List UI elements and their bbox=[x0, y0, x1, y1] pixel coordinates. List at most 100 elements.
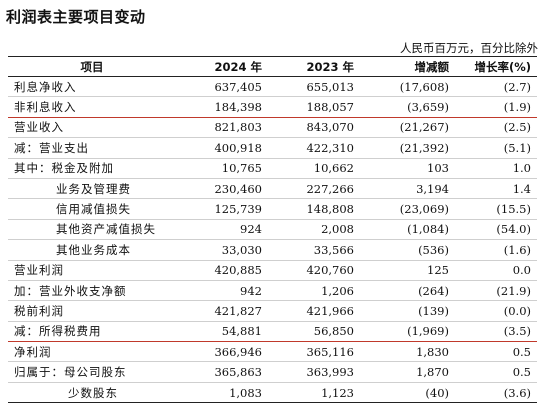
cell-2024: 942 bbox=[176, 280, 268, 302]
table-row: 加：营业外收支净额 942 1,206 (264) (21.9) bbox=[8, 280, 537, 302]
cell-growth: 1.4 bbox=[455, 178, 537, 200]
cell-2023: 2,008 bbox=[268, 219, 360, 241]
cell-2024: 637,405 bbox=[176, 76, 268, 98]
table-row: 其中：税金及附加 10,765 10,662 103 1.0 bbox=[8, 158, 537, 179]
table-row: 非利息收入 184,398 188,057 (3,659) (1.9) bbox=[8, 96, 537, 118]
cell-2023: 188,057 bbox=[268, 96, 360, 118]
table-row: 营业利润 420,885 420,760 125 0.0 bbox=[8, 260, 537, 281]
cell-change: (21,392) bbox=[360, 137, 455, 159]
cell-growth: 0.5 bbox=[455, 341, 537, 363]
cell-2024: 230,460 bbox=[176, 178, 268, 200]
cell-2023: 33,566 bbox=[268, 239, 360, 261]
cell-change: (536) bbox=[360, 239, 455, 261]
row-label: 其中：税金及附加 bbox=[8, 158, 176, 179]
cell-growth: (54.0) bbox=[455, 219, 537, 241]
row-label: 税前利润 bbox=[8, 300, 176, 322]
cell-growth: 0.0 bbox=[455, 260, 537, 281]
cell-2024: 421,827 bbox=[176, 300, 268, 322]
cell-2023: 655,013 bbox=[268, 76, 360, 98]
cell-change: 1,830 bbox=[360, 341, 455, 363]
col-header-growth: 增长率(%) bbox=[455, 56, 537, 77]
row-label: 营业利润 bbox=[8, 260, 176, 281]
cell-growth: (3.5) bbox=[455, 321, 537, 343]
cell-growth: (0.0) bbox=[455, 300, 537, 322]
cell-growth: (21.9) bbox=[455, 280, 537, 302]
table-row: 其他资产减值损失 924 2,008 (1,084) (54.0) bbox=[8, 219, 537, 241]
table-row: 减：营业支出 400,918 422,310 (21,392) (5.1) bbox=[8, 137, 537, 159]
cell-2024: 400,918 bbox=[176, 137, 268, 159]
cell-2023: 420,760 bbox=[268, 260, 360, 281]
table-row: 归属于：母公司股东 365,863 363,993 1,870 0.5 bbox=[8, 361, 537, 383]
cell-2024: 420,885 bbox=[176, 260, 268, 281]
row-label: 营业收入 bbox=[8, 117, 176, 139]
col-header-item: 项目 bbox=[8, 56, 176, 77]
table-row: 税前利润 421,827 421,966 (139) (0.0) bbox=[8, 300, 537, 322]
cell-change: (21,267) bbox=[360, 117, 455, 139]
cell-change: (139) bbox=[360, 300, 455, 322]
cell-2024: 924 bbox=[176, 219, 268, 241]
table-row: 营业收入 821,803 843,070 (21,267) (2.5) bbox=[8, 117, 537, 139]
cell-2023: 843,070 bbox=[268, 117, 360, 139]
cell-growth: (3.6) bbox=[455, 382, 537, 403]
cell-change: (264) bbox=[360, 280, 455, 302]
cell-change: 103 bbox=[360, 158, 455, 179]
cell-growth: (2.5) bbox=[455, 117, 537, 139]
col-header-2023: 2023 年 bbox=[268, 56, 360, 77]
cell-2024: 365,863 bbox=[176, 361, 268, 383]
cell-2023: 1,123 bbox=[268, 382, 360, 403]
cell-2023: 10,662 bbox=[268, 158, 360, 179]
cell-2024: 10,765 bbox=[176, 158, 268, 179]
unit-note: 人民币百万元，百分比除外 bbox=[400, 41, 538, 55]
cell-2024: 33,030 bbox=[176, 239, 268, 261]
page-title: 利润表主要项目变动 bbox=[6, 8, 146, 26]
cell-change: 1,870 bbox=[360, 361, 455, 383]
cell-change: (17,608) bbox=[360, 76, 455, 98]
row-label: 业务及管理费 bbox=[8, 178, 176, 200]
table-row: 净利润 366,946 365,116 1,830 0.5 bbox=[8, 341, 537, 363]
row-label: 利息净收入 bbox=[8, 76, 176, 98]
income-statement-table: 项目 2024 年 2023 年 增减额 增长率(%) 利息净收入 637,40… bbox=[8, 56, 537, 403]
cell-2023: 422,310 bbox=[268, 137, 360, 159]
col-header-change: 增减额 bbox=[360, 56, 455, 77]
cell-change: 125 bbox=[360, 260, 455, 281]
cell-2023: 363,993 bbox=[268, 361, 360, 383]
cell-growth: 0.5 bbox=[455, 361, 537, 383]
cell-growth: 1.0 bbox=[455, 158, 537, 179]
col-header-2024: 2024 年 bbox=[176, 56, 268, 77]
cell-change: (1,969) bbox=[360, 321, 455, 343]
cell-change: 3,194 bbox=[360, 178, 455, 200]
cell-2023: 421,966 bbox=[268, 300, 360, 322]
table-row: 少数股东 1,083 1,123 (40) (3.6) bbox=[8, 382, 537, 403]
cell-change: (1,084) bbox=[360, 219, 455, 241]
row-label: 净利润 bbox=[8, 341, 176, 363]
cell-growth: (1.9) bbox=[455, 96, 537, 118]
cell-2024: 821,803 bbox=[176, 117, 268, 139]
row-label: 减：所得税费用 bbox=[8, 321, 176, 343]
cell-2023: 227,266 bbox=[268, 178, 360, 200]
cell-change: (23,069) bbox=[360, 198, 455, 220]
cell-2024: 184,398 bbox=[176, 96, 268, 118]
cell-growth: (15.5) bbox=[455, 198, 537, 220]
cell-2023: 56,850 bbox=[268, 321, 360, 343]
row-label: 加：营业外收支净额 bbox=[8, 280, 176, 302]
row-label: 少数股东 bbox=[8, 382, 176, 403]
table-row: 减：所得税费用 54,881 56,850 (1,969) (3.5) bbox=[8, 321, 537, 343]
table-row: 其他业务成本 33,030 33,566 (536) (1.6) bbox=[8, 239, 537, 261]
cell-2023: 1,206 bbox=[268, 280, 360, 302]
cell-2024: 125,739 bbox=[176, 198, 268, 220]
cell-2024: 1,083 bbox=[176, 382, 268, 403]
cell-change: (40) bbox=[360, 382, 455, 403]
cell-2023: 148,808 bbox=[268, 198, 360, 220]
row-label: 减：营业支出 bbox=[8, 137, 176, 159]
cell-change: (3,659) bbox=[360, 96, 455, 118]
row-label: 信用减值损失 bbox=[8, 198, 176, 220]
row-label: 其他业务成本 bbox=[8, 239, 176, 261]
table-header-row: 项目 2024 年 2023 年 增减额 增长率(%) bbox=[8, 56, 537, 77]
table-row: 信用减值损失 125,739 148,808 (23,069) (15.5) bbox=[8, 198, 537, 220]
cell-2024: 366,946 bbox=[176, 341, 268, 363]
cell-2023: 365,116 bbox=[268, 341, 360, 363]
cell-growth: (1.6) bbox=[455, 239, 537, 261]
cell-growth: (2.7) bbox=[455, 76, 537, 98]
row-label: 归属于：母公司股东 bbox=[8, 361, 176, 383]
cell-2024: 54,881 bbox=[176, 321, 268, 343]
